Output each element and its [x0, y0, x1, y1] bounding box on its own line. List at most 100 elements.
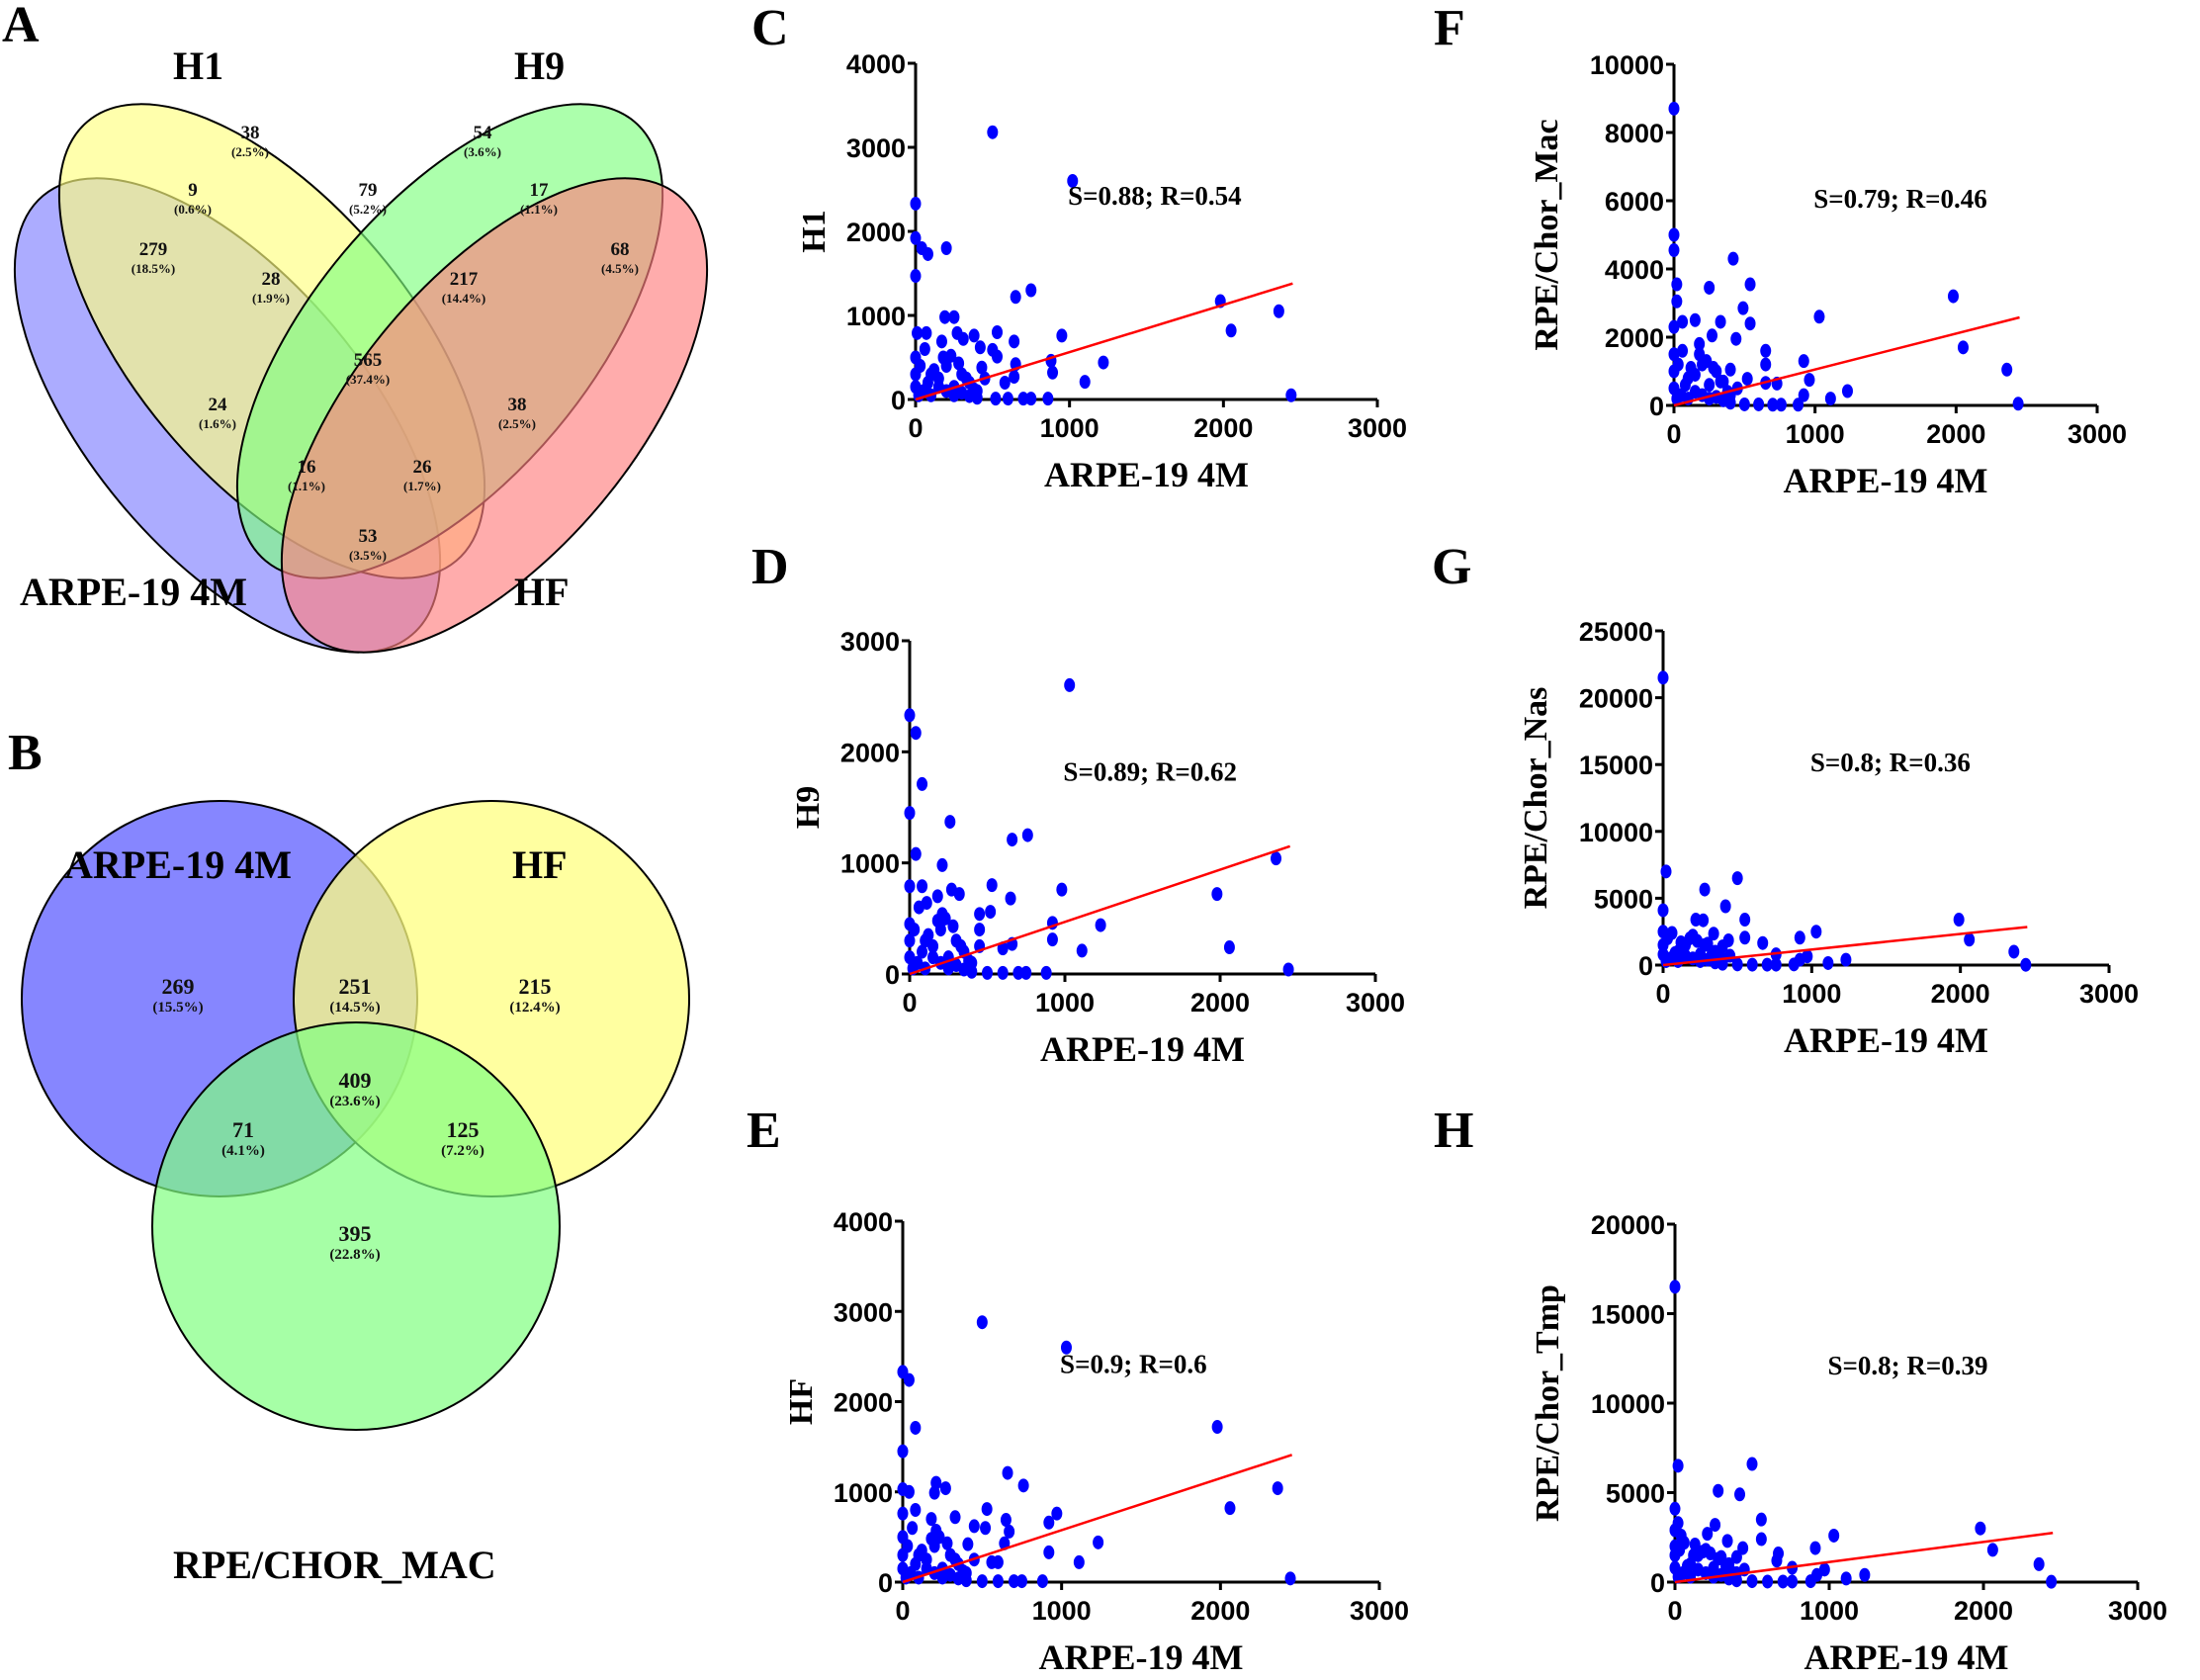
data-point: [1746, 957, 1758, 972]
data-point: [985, 905, 997, 920]
data-point: [2008, 944, 2020, 959]
x-tick-label: 3000: [1348, 413, 1407, 443]
venn-region-count: 217: [450, 269, 479, 290]
data-point: [1953, 913, 1965, 928]
data-point: [913, 900, 924, 915]
y-tick-label: 1000: [846, 302, 906, 331]
data-point: [1793, 398, 1804, 412]
data-point: [1079, 375, 1091, 390]
data-point: [1771, 1553, 1783, 1568]
data-point: [992, 1554, 1004, 1569]
data-point: [1668, 101, 1680, 116]
data-point: [902, 1539, 914, 1553]
data-point: [999, 376, 1011, 390]
x-tick-label: 2000: [1190, 988, 1250, 1017]
venn-region-count: 53: [359, 526, 378, 547]
venn-region-count: 279: [139, 239, 168, 260]
data-point: [917, 879, 928, 894]
data-point: [1708, 361, 1719, 376]
data-point: [1076, 943, 1088, 958]
data-point: [1713, 1551, 1724, 1566]
data-point: [1009, 334, 1020, 349]
panel-b: B ARPE-19 4M HF RPE/CHOR_MAC 269(15.5%)2…: [8, 725, 690, 1587]
data-point: [1668, 319, 1680, 334]
panel-label-c: C: [751, 0, 789, 56]
panel-d: D 0 1000 2000 3000 0 1000 2000 3000 S=0.89; R=0.6…: [751, 539, 1405, 1069]
data-point: [1761, 957, 1773, 972]
data-point: [1739, 930, 1751, 945]
data-point: [1760, 357, 1772, 372]
y-tick-label: 2000: [840, 738, 900, 767]
data-point: [1755, 1512, 1767, 1527]
data-point: [974, 907, 986, 922]
data-point: [1788, 957, 1800, 972]
data-point: [1093, 1535, 1104, 1549]
data-point: [910, 196, 922, 211]
data-point: [917, 944, 928, 959]
data-point: [1008, 1574, 1019, 1589]
venn-region-percent: (4.1%): [221, 1143, 265, 1159]
venn4-label-hf: HF: [514, 570, 570, 614]
panel-label-h: H: [1434, 1103, 1473, 1159]
data-point: [1738, 397, 1750, 411]
data-point: [944, 815, 956, 830]
y-tick-label: 15000: [1591, 1300, 1665, 1330]
data-point: [1020, 965, 1032, 980]
data-point: [1840, 1571, 1852, 1586]
data-point: [1273, 304, 1284, 318]
x-tick-label: 3000: [1350, 1596, 1409, 1626]
data-point: [1047, 365, 1059, 380]
venn-region-percent: (1.6%): [199, 416, 236, 431]
y-tick-label: 10000: [1590, 50, 1664, 80]
panel-label-g: G: [1432, 539, 1471, 595]
data-point: [2020, 957, 2032, 972]
venn-region-percent: (1.7%): [403, 479, 441, 493]
data-point: [1813, 309, 1825, 324]
data-point: [1036, 1574, 1048, 1589]
data-point: [912, 325, 924, 340]
data-point: [1042, 392, 1054, 406]
data-point: [1746, 1457, 1758, 1471]
venn-region-percent: (12.4%): [509, 1000, 560, 1016]
data-point: [1708, 927, 1719, 941]
y-tick-label: 2000: [834, 1388, 893, 1418]
data-point: [1211, 1420, 1223, 1435]
data-point: [1731, 957, 1743, 972]
y-tick-label: 5000: [1594, 884, 1653, 914]
venn4-label-h9: H9: [514, 44, 565, 88]
venn4-region-labels: 279(18.5%)38(2.5%)54(3.6%)68(4.5%)9(0.6%…: [132, 123, 639, 563]
venn-region-count: 79: [359, 180, 378, 201]
venn-region-count: 24: [209, 395, 228, 415]
data-point: [992, 1574, 1004, 1589]
data-point: [974, 340, 986, 355]
y-tick-label: 25000: [1579, 617, 1653, 647]
data-point: [1098, 355, 1109, 370]
data-point: [1012, 965, 1024, 980]
y-tick-label: 20000: [1579, 684, 1653, 714]
data-point: [1272, 1481, 1283, 1496]
y-tick-label: 1000: [834, 1478, 893, 1508]
data-point: [907, 1521, 919, 1536]
data-point: [1004, 1524, 1015, 1539]
x-axis-label: ARPE-19 4M: [1784, 461, 1988, 500]
y-tick-label: 3000: [840, 627, 900, 657]
venn3-region-labels: 269(15.5%) 251(14.5%) 215(12.4%) 409(23.6%)…: [152, 974, 560, 1263]
data-point: [1702, 1527, 1714, 1542]
data-point: [910, 1503, 922, 1517]
x-tick-label: 2000: [1926, 419, 1985, 449]
data-point: [1040, 965, 1052, 980]
data-point: [1731, 871, 1743, 886]
venn-region-percent: (15.5%): [152, 1000, 203, 1016]
x-tick-label: 1000: [1786, 419, 1845, 449]
data-point: [968, 328, 980, 343]
data-point: [1975, 1521, 1986, 1536]
data-point: [962, 1537, 974, 1551]
data-point: [1715, 374, 1726, 389]
data-point: [1002, 392, 1013, 406]
data-point: [1822, 955, 1834, 970]
data-point: [1744, 277, 1756, 292]
data-point: [1724, 362, 1736, 377]
data-point: [1657, 903, 1669, 918]
venn-region-count: 215: [519, 974, 552, 999]
data-point: [904, 879, 916, 894]
